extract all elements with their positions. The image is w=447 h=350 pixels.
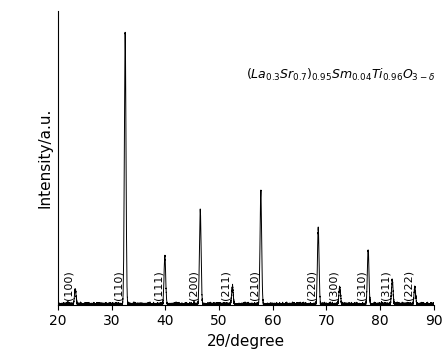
Text: $(La_{0.3}Sr_{0.7})_{0.95}Sm_{0.04}Ti_{0.96}O_{3-\delta}$: $(La_{0.3}Sr_{0.7})_{0.95}Sm_{0.04}Ti_{0…: [246, 67, 435, 83]
Text: (111): (111): [153, 271, 163, 300]
Text: (222): (222): [403, 270, 413, 300]
Y-axis label: Intensity/a.u.: Intensity/a.u.: [38, 107, 53, 208]
Text: (311): (311): [381, 271, 391, 300]
Text: (220): (220): [307, 271, 316, 300]
X-axis label: 2θ/degree: 2θ/degree: [207, 334, 285, 349]
Text: (100): (100): [63, 271, 74, 300]
Text: (110): (110): [114, 271, 123, 300]
Text: (310): (310): [357, 271, 367, 300]
Text: (300): (300): [328, 271, 338, 300]
Text: (211): (211): [221, 271, 231, 300]
Text: (210): (210): [249, 271, 259, 300]
Text: (200): (200): [189, 271, 198, 300]
